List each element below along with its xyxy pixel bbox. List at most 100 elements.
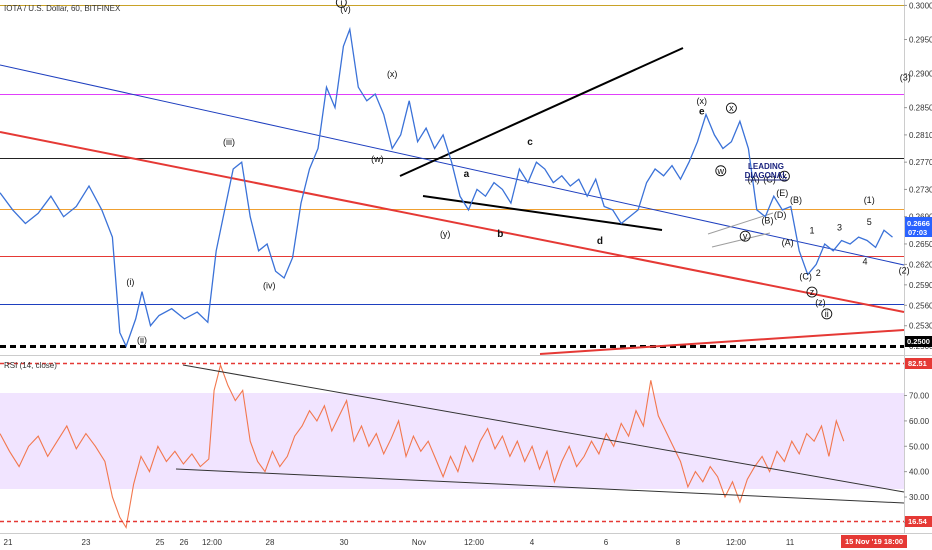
wave-label-0: (i): [126, 277, 134, 287]
rsi-low-badge-box: [905, 516, 932, 527]
wave-label-17: (z): [815, 297, 826, 307]
price-tick-label-11: 0.2560: [909, 301, 932, 310]
wave-label-25: 3: [837, 222, 842, 232]
rsi-tick-label-4: 30.00: [909, 493, 930, 502]
wave-label-6: (x): [387, 69, 398, 79]
wave-label-7: (y): [440, 229, 451, 239]
price-panel-background: [0, 0, 904, 354]
circled-label-2: w: [717, 166, 725, 176]
price-badge-value: 0.2666: [907, 219, 930, 228]
rsi-high-badge: 82.51: [905, 358, 932, 369]
rsi-trend-lines: [0, 362, 905, 523]
circled-label-ring-0: [335, 0, 347, 8]
rsi-title: RSI (14, close): [4, 361, 57, 370]
x-tick-label-1: 23: [82, 538, 91, 547]
price-badge: 0.2666 07:03: [905, 217, 932, 237]
rsi-lower-trendline: [175, 468, 905, 504]
circled-label-ring-4: [778, 170, 790, 182]
price-badge-box: [905, 217, 932, 237]
wave-label-27: 5: [867, 217, 872, 227]
wave-letter-labels: a b c d e: [464, 106, 705, 246]
annotation-line-1: LEADING: [748, 162, 784, 171]
rsi-upper-trendline: [182, 364, 905, 493]
time-axis: 21 23 25 26 12:00 28 30 Nov 12:00 4 6 8 12:00 11: [4, 538, 795, 547]
price-badge-time: 07:03: [908, 228, 927, 237]
wave-letter-a: a: [464, 169, 470, 180]
triangle-upper-line: [399, 47, 684, 177]
x-tick-label-6: 30: [340, 538, 349, 547]
rsi-tick-label-1: 60.00: [909, 417, 930, 426]
price-tick-label-0: 0.3000: [909, 1, 932, 10]
x-tick-label-13: 11: [786, 538, 795, 547]
price-tick-label-1: 0.2950: [909, 35, 932, 44]
wave-letter-d: d: [597, 236, 603, 247]
wave-label-3: (iv): [263, 280, 276, 290]
rsi-high-badge-box: [905, 358, 932, 369]
date-badge-box: [841, 535, 907, 548]
x-tick-label-9: 4: [530, 538, 535, 547]
wave-label-13: (D): [774, 210, 787, 220]
wave-label-19: (2): [899, 265, 910, 275]
price-tick-label-6: 0.2730: [909, 185, 932, 194]
rsi-high-badge-value: 82.51: [908, 359, 927, 368]
price-tick-label-2: 0.2900: [909, 70, 932, 79]
diagonal-upper-line: [707, 212, 774, 235]
wave-label-23: 1: [809, 226, 814, 236]
wave-letter-b: b: [497, 229, 503, 240]
circled-label-ring-6: [821, 308, 833, 320]
level-badge-box: [905, 336, 932, 347]
wave-label-8: (x): [696, 96, 707, 106]
x-tick-label-11: 8: [676, 538, 681, 547]
circled-label-6: ii: [825, 309, 829, 319]
circled-label-ring-5: [806, 286, 818, 298]
x-tick-label-8: 12:00: [464, 538, 485, 547]
leading-diagonal-annotation: LEADING DIAGONAL: [745, 162, 788, 181]
circled-wave-labels: i x w y x z ii: [335, 0, 833, 320]
circled-label-ring-3: [739, 230, 751, 242]
circled-label-5: z: [810, 287, 815, 297]
wave-label-20: (3): [900, 72, 911, 82]
wave-letter-e: e: [699, 106, 705, 117]
x-tick-label-5: 28: [266, 538, 275, 547]
wave-label-1: (ii): [137, 335, 147, 345]
price-tick-label-4: 0.2810: [909, 131, 932, 140]
level-badge-value: 0.2500: [907, 337, 930, 346]
wave-label-5: (w): [371, 154, 384, 164]
wave-label-4: (v): [340, 4, 351, 14]
wave-label-26: 4: [862, 256, 867, 266]
x-tick-label-7: Nov: [412, 538, 426, 547]
wave-letter-c: c: [527, 137, 533, 148]
wave-label-12: (B): [790, 195, 802, 205]
wave-label-14: (B): [761, 216, 773, 226]
level-badge: 0.2500: [905, 336, 932, 347]
x-tick-label-0: 21: [4, 538, 13, 547]
circled-label-ring-2: [715, 165, 727, 177]
wave-label-2: (iii): [223, 137, 235, 147]
horizontal-levels: [0, 5, 904, 348]
chart-title: IOTA / U.S. Dollar, 60, BITFINEX: [4, 4, 121, 13]
price-tick-label-3: 0.2850: [909, 104, 932, 113]
price-axis: 0.3000 0.2950 0.2900 0.2850 0.2810 0.2770 0.27…: [904, 1, 932, 351]
x-tick-label-3: 26: [180, 538, 189, 547]
circled-label-3: y: [743, 231, 748, 241]
circled-label-4: x: [782, 171, 787, 181]
date-badge-value: 15 Nov '19 18:00: [845, 537, 903, 546]
rsi-tick-label-0: 70.00: [909, 392, 930, 401]
wave-label-16: (C): [799, 271, 812, 281]
rsi-low-badge-value: 16.54: [908, 517, 928, 526]
price-tick-label-5: 0.2770: [909, 158, 932, 167]
wave-label-18: (1): [864, 195, 875, 205]
x-tick-label-12: 12:00: [726, 538, 747, 547]
rsi-tick-label-2: 50.00: [909, 442, 930, 451]
wave-labels: (i) (ii) (iii) (iv) (v) (w) (x) (y) (x) (A) (C) (E)…: [126, 4, 911, 345]
price-tick-label-10: 0.2590: [909, 281, 932, 290]
annotation-line-2: DIAGONAL: [745, 171, 788, 180]
price-series-line: [0, 26, 893, 348]
wave-label-15: (A): [782, 237, 794, 247]
circled-label-ring-1: [725, 102, 737, 114]
price-tick-label-12: 0.2530: [909, 322, 932, 331]
red-channel-line: [0, 131, 905, 313]
x-tick-label-10: 6: [604, 538, 609, 547]
x-tick-label-2: 25: [156, 538, 165, 547]
